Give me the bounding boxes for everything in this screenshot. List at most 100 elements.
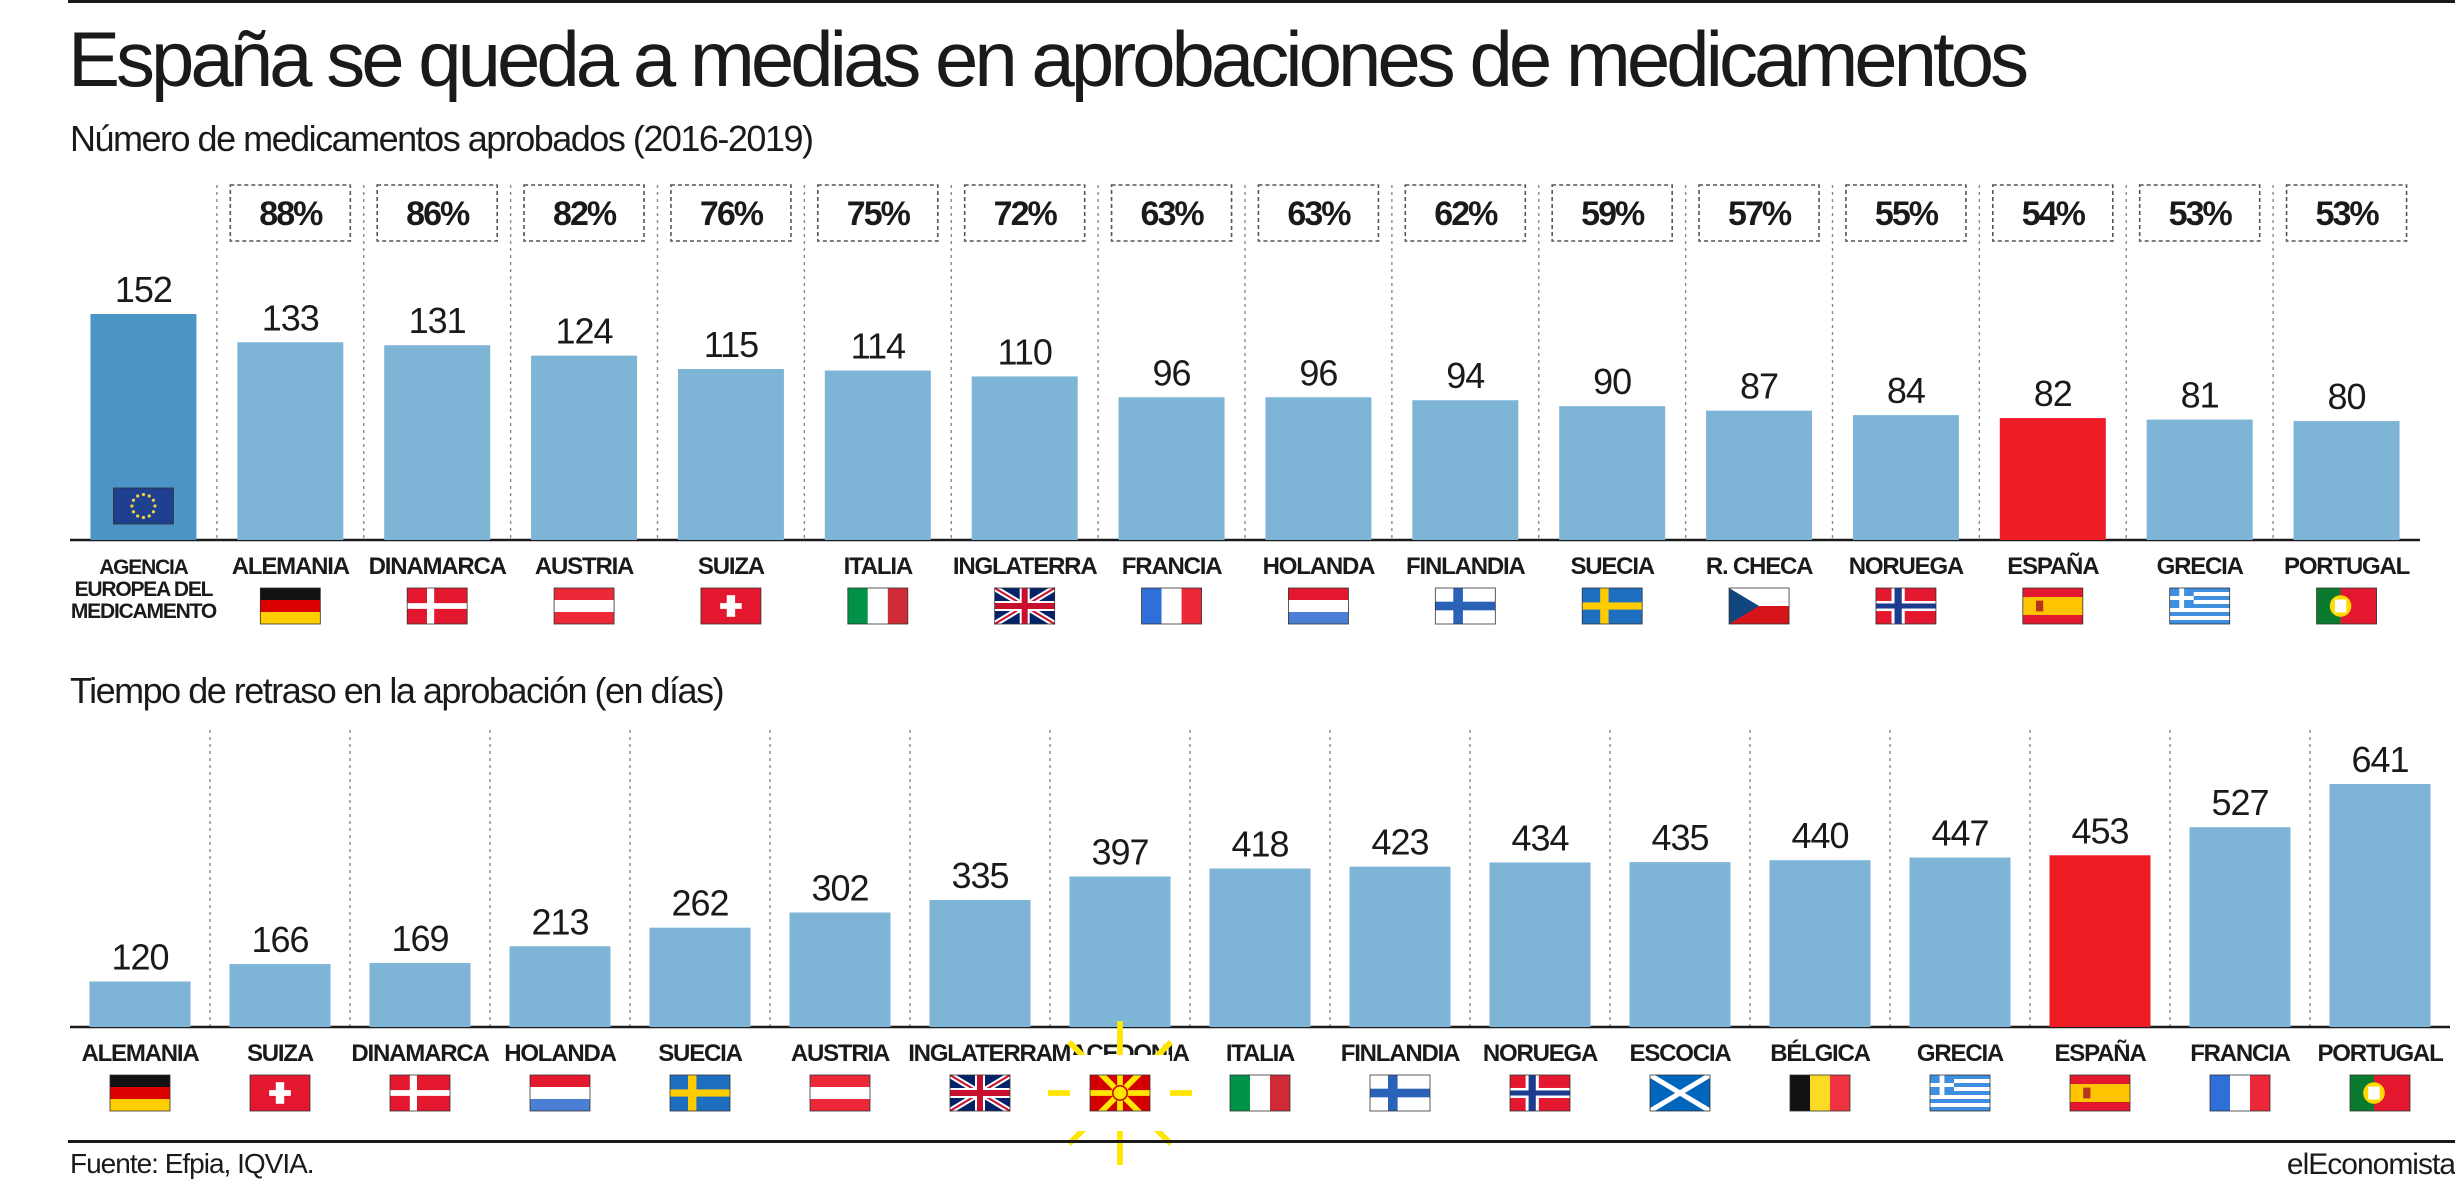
category-label-suecia: SUECIA (1570, 553, 1654, 580)
category-label-alemania: ALEMANIA (232, 553, 350, 580)
flag-it-icon (1229, 1074, 1291, 1112)
bar-noruega (1852, 415, 1959, 540)
flag-it-icon (847, 587, 909, 625)
flag-no-icon (1875, 587, 1937, 625)
category-label-austria: AUSTRIA (535, 553, 634, 580)
top-rule (68, 0, 2455, 3)
value-label-finlandia: 423 (1371, 822, 1428, 863)
percentage-label-noruega: 55% (1875, 195, 1939, 233)
bar-grecia (2146, 419, 2253, 540)
percentage-label-francia: 63% (1141, 195, 1205, 233)
bar-macedonia (1069, 876, 1171, 1027)
value-label-grecia: 447 (1931, 813, 1988, 854)
category-label-portugal: PORTUGAL (2284, 553, 2410, 580)
percentage-label-r-checa: 57% (1728, 195, 1792, 233)
flag-cz-icon (1728, 587, 1790, 625)
category-label-dinamarca: DINAMARCA (369, 553, 507, 580)
category-label-alemania: ALEMANIA (81, 1040, 199, 1067)
percentage-box-espana (1992, 184, 2114, 242)
flag-gr-icon (1929, 1074, 1991, 1112)
flag-fr-icon (2209, 1074, 2271, 1112)
percentage-label-suiza: 76% (700, 195, 764, 233)
percentage-box-noruega (1845, 184, 1967, 242)
percentage-label-suecia: 59% (1581, 195, 1645, 233)
percentage-box-inglaterra (963, 184, 1086, 242)
flag-at-icon (553, 587, 615, 625)
bar-dinamarca (384, 345, 491, 540)
flag-fr-icon (1141, 587, 1202, 625)
category-label-noruega: NORUEGA (1849, 553, 1964, 580)
value-label-inglaterra: 335 (951, 855, 1008, 896)
category-label-suecia: SUECIA (658, 1040, 742, 1067)
flag-es-icon (2022, 587, 2084, 625)
percentage-box-r-checa (1698, 184, 1820, 242)
flag-gb-icon (948, 1072, 1012, 1114)
flag-se-icon (669, 1074, 731, 1112)
percentage-box-suiza (670, 184, 792, 242)
bar-suecia (1559, 406, 1666, 540)
value-label-italia: 418 (1231, 824, 1288, 865)
bar-inglaterra (929, 900, 1031, 1027)
percentage-box-holanda (1257, 184, 1380, 242)
bar-noruega (1489, 862, 1591, 1027)
percentage-label-dinamarca: 86% (406, 195, 470, 233)
category-label-belgica: BÉLGICA (1770, 1039, 1870, 1067)
category-label-escocia: ESCOCIA (1630, 1040, 1732, 1067)
bar-suecia (649, 927, 751, 1027)
bar-escocia (1629, 862, 1731, 1027)
category-label-inglaterra: INGLATERRA (908, 1040, 1052, 1067)
category-label-suiza: SUIZA (247, 1040, 314, 1067)
category-label-inglaterra: INGLATERRA (953, 553, 1097, 580)
category-label-grecia: GRECIA (2157, 553, 2244, 580)
value-label-espana: 453 (2071, 810, 2128, 851)
delay-chart: 120 ALEMANIA 166 SUIZA 169 DINAMARCA 213 HOLAND… (70, 730, 2450, 1165)
value-label-austria: 124 (556, 311, 613, 352)
value-label-suecia: 262 (671, 883, 728, 924)
bar-alemania (237, 342, 344, 540)
category-label-agencia-europea-del-medicamento-line: MEDICAMENTO (71, 600, 217, 623)
category-label-agencia-europea-del-medicamento-line: AGENCIA (99, 556, 188, 579)
category-label-espana: ESPAÑA (2054, 1039, 2146, 1067)
bar-r-checa (1706, 410, 1813, 540)
bar-francia (1118, 397, 1225, 540)
percentage-box-dinamarca (376, 184, 498, 242)
value-label-suecia: 90 (1593, 361, 1631, 402)
percentage-box-austria (523, 184, 645, 242)
percentage-box-grecia (2138, 184, 2261, 242)
bar-belgica (1769, 860, 1871, 1027)
flag-ch-icon (700, 587, 762, 625)
category-label-espana: ESPAÑA (2007, 552, 2099, 580)
flag-at-icon (809, 1074, 871, 1112)
bar-espana (1999, 418, 2106, 540)
value-label-suiza: 166 (251, 919, 308, 960)
flag-no-icon (1509, 1074, 1571, 1112)
category-label-noruega: NORUEGA (1483, 1040, 1598, 1067)
bar-espana (2049, 855, 2151, 1027)
value-label-italia: 114 (851, 326, 905, 367)
bar-finlandia (1349, 866, 1451, 1027)
flag-nl-icon (1288, 587, 1349, 625)
flag-de-icon (259, 587, 321, 625)
value-label-escocia: 435 (1651, 817, 1708, 858)
bar-holanda (1265, 397, 1372, 540)
value-label-finlandia: 94 (1446, 355, 1484, 396)
percentage-label-italia: 75% (847, 195, 911, 233)
category-label-holanda: HOLANDA (504, 1040, 616, 1067)
percentage-box-suecia (1551, 184, 1673, 242)
value-label-noruega: 434 (1511, 817, 1568, 858)
flag-de-icon (109, 1074, 171, 1112)
category-label-italia: ITALIA (844, 553, 913, 580)
brand-logo: elEconomista (2286, 1148, 2455, 1181)
category-label-finlandia: FINLANDIA (1341, 1040, 1460, 1067)
bar-suiza (229, 964, 331, 1027)
bar-holanda (509, 946, 611, 1027)
bar-italia (824, 370, 931, 540)
bar-grecia (1909, 857, 2011, 1027)
value-label-francia: 527 (2211, 782, 2268, 823)
percentage-label-portugal: 53% (2316, 195, 2380, 233)
category-label-finlandia: FINLANDIA (1406, 553, 1525, 580)
percentage-label-austria: 82% (553, 195, 617, 233)
bar-alemania (89, 981, 191, 1027)
bar-portugal (2329, 784, 2431, 1027)
